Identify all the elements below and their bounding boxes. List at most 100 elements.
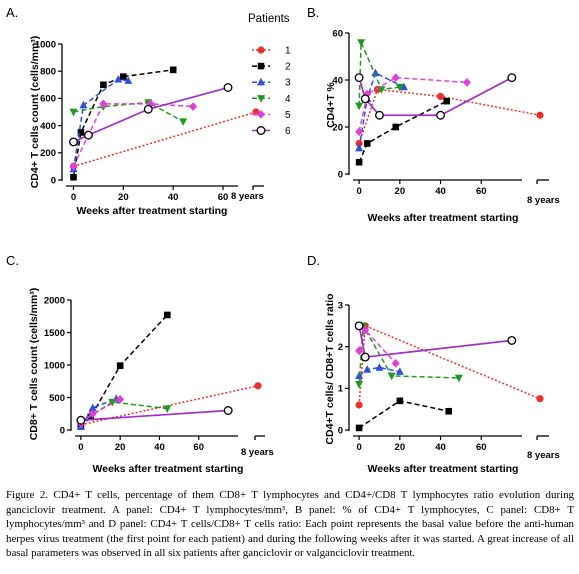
point-diamond [257, 110, 265, 119]
point-diamond [363, 89, 372, 99]
series-line [358, 76, 513, 117]
x-break-label: 8 years [231, 191, 264, 202]
series-patient-1 [355, 322, 544, 409]
legend-label: 4 [285, 94, 291, 105]
panel-letter: C. [6, 253, 19, 268]
series-patient-3 [69, 74, 133, 173]
point-triangle [79, 100, 88, 109]
series-patient-6 [76, 406, 233, 425]
x-axis-title: Weeks after treatment starting [93, 463, 244, 475]
point-triangle-down [69, 108, 78, 117]
y-tick-label: 0 [51, 175, 56, 186]
point-square [257, 62, 265, 70]
point-triangle-down [257, 95, 265, 103]
series-line [358, 366, 400, 377]
x-axis-title: Weeks after treatment starting [368, 212, 519, 224]
point-circle [355, 401, 363, 409]
series-line [358, 325, 512, 359]
point-open-circle [223, 83, 233, 92]
point-triangle-down [387, 372, 396, 381]
series-line [358, 76, 468, 132]
point-triangle-down [454, 374, 463, 383]
point-open-circle [143, 104, 153, 114]
x-tick-label: 40 [154, 442, 165, 453]
point-square [87, 413, 95, 421]
point-triangle-down [355, 380, 364, 389]
legend-label: 5 [285, 110, 291, 121]
series-line [73, 86, 229, 143]
point-triangle-down [357, 39, 366, 47]
point-square [120, 73, 127, 80]
point-triangle [355, 143, 364, 152]
point-square [77, 129, 85, 136]
x-tick-label: 60 [476, 186, 487, 197]
series-line [80, 409, 229, 422]
point-triangle [124, 76, 133, 84]
series-line [80, 398, 121, 425]
point-square [355, 424, 363, 432]
legend-label: 6 [285, 126, 291, 137]
point-triangle [371, 68, 380, 77]
y-tick-label: 60 [332, 28, 343, 39]
panel-letter: B. [307, 5, 319, 20]
y-tick-label: 2000 [44, 295, 65, 306]
y-tick-label: 800 [40, 67, 56, 78]
legend: Patients 1 2 3 4 5 6 [248, 13, 291, 137]
x-tick-label: 0 [356, 442, 361, 453]
point-square [100, 81, 107, 89]
series-patient-5 [355, 325, 400, 368]
series-patient-1 [355, 85, 544, 148]
y-tick-label: 1000 [35, 39, 56, 50]
x-tick-label: 60 [218, 192, 229, 203]
series-patient-6 [354, 321, 517, 362]
point-diamond [361, 325, 370, 335]
x-tick-label: 60 [193, 442, 204, 453]
x-tick-label: 20 [118, 192, 129, 203]
y-tick-label: 400 [40, 121, 56, 132]
y-tick-label: 1000 [44, 360, 65, 371]
series-line [358, 42, 400, 106]
point-diamond [116, 395, 125, 404]
point-open-circle [76, 415, 86, 425]
series-patient-3 [355, 68, 408, 152]
series-line [72, 69, 174, 178]
chart-panel-b: B. 0 20 40 60 0 20 40 60 8 years Weeks after treat… [307, 5, 560, 224]
point-diamond [189, 102, 198, 111]
point-triangle [88, 403, 97, 412]
series-patient-6 [69, 83, 233, 147]
series-line [358, 328, 397, 364]
x-break-label: 8 years [527, 450, 560, 461]
point-square [169, 66, 177, 74]
series-patient-4 [355, 39, 404, 111]
series-patient-1 [69, 108, 260, 170]
point-open-circle [436, 110, 446, 120]
point-diamond [88, 409, 97, 419]
series-patient-2 [355, 397, 452, 432]
point-square [70, 173, 77, 181]
point-square [392, 123, 400, 131]
chart-panel-c: C. 0 500 1000 1500 2000 0 20 40 60 8 years Weeks af… [6, 253, 274, 475]
series-patient-1 [77, 382, 262, 429]
point-triangle [395, 367, 404, 375]
y-tick-label: 0 [60, 425, 65, 436]
series-line [73, 111, 257, 168]
y-tick-label: 0 [338, 425, 343, 436]
point-square [164, 311, 171, 319]
legend-label: 2 [285, 62, 291, 73]
point-diamond [355, 346, 364, 356]
point-diamond [99, 99, 108, 109]
x-tick-label: 20 [395, 442, 406, 453]
panel-letter: D. [307, 253, 320, 268]
x-break-label: 8 years [241, 447, 274, 458]
point-triangle-down [108, 398, 117, 407]
point-open-circle [354, 321, 364, 331]
series-line [358, 71, 405, 149]
point-triangle-down [395, 83, 404, 92]
point-diamond [463, 77, 472, 87]
point-circle [536, 395, 544, 403]
series-patient-2 [355, 97, 450, 166]
point-open-circle [354, 73, 364, 83]
y-tick-label: 600 [40, 94, 56, 105]
